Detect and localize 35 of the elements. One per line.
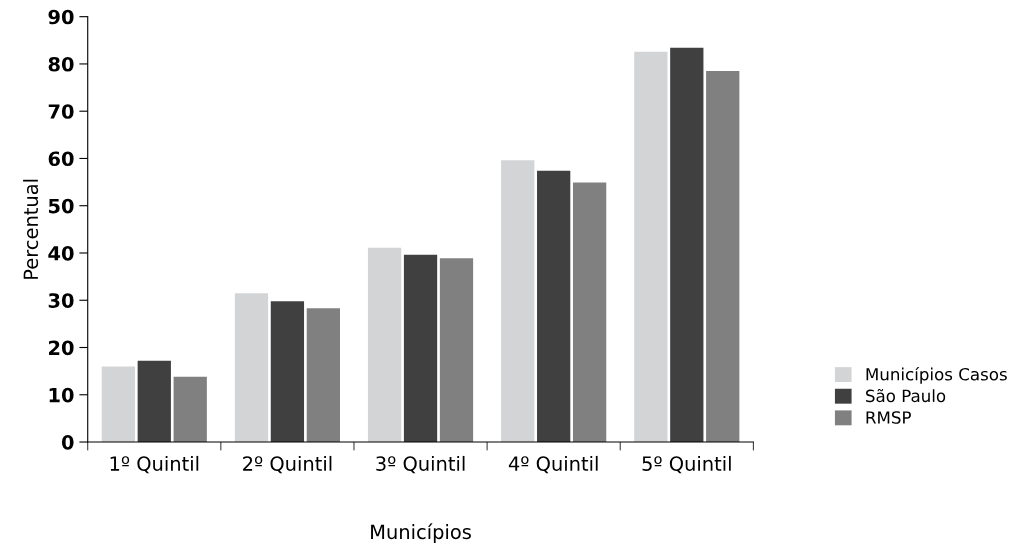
bar — [403, 254, 438, 443]
bar — [439, 258, 474, 443]
y-tick-label: 10 — [49, 387, 74, 403]
bar — [270, 301, 305, 443]
legend-label: São Paulo — [866, 388, 946, 403]
bar — [234, 293, 269, 443]
y-tick-label: 90 — [48, 9, 74, 25]
y-axis-title: Percentual — [23, 179, 39, 279]
bar — [367, 247, 402, 443]
y-tick-label: 20 — [49, 340, 74, 356]
bar — [501, 160, 535, 443]
y-tick-label: 60 — [48, 151, 74, 167]
x-tick-label: 3º Quintil — [376, 455, 465, 474]
x-axis-title: Municípios — [371, 523, 471, 543]
legend-label: Municípios Casos — [866, 366, 1007, 384]
y-tick-label: 40 — [48, 245, 74, 261]
y-tick-label: 50 — [48, 198, 74, 214]
y-tick-label: 80 — [48, 56, 74, 72]
bar — [173, 376, 207, 443]
x-tick-label: 1º Quintil — [110, 455, 199, 474]
x-tick-label: 4º Quintil — [508, 455, 598, 474]
bar — [572, 182, 607, 443]
bar — [101, 366, 135, 443]
bar — [137, 360, 171, 443]
bar — [706, 71, 740, 443]
legend-label: RMSP — [866, 411, 911, 424]
x-tick-label: 2º Quintil — [243, 455, 332, 474]
bar — [634, 51, 668, 443]
x-tick-label: 5º Quintil — [642, 455, 731, 474]
bar — [306, 308, 340, 443]
y-tick-label: 70 — [48, 104, 74, 119]
y-tick-label: 0 — [61, 434, 74, 450]
bar — [670, 47, 704, 443]
y-tick-label: 30 — [48, 293, 74, 308]
bar — [537, 170, 571, 443]
